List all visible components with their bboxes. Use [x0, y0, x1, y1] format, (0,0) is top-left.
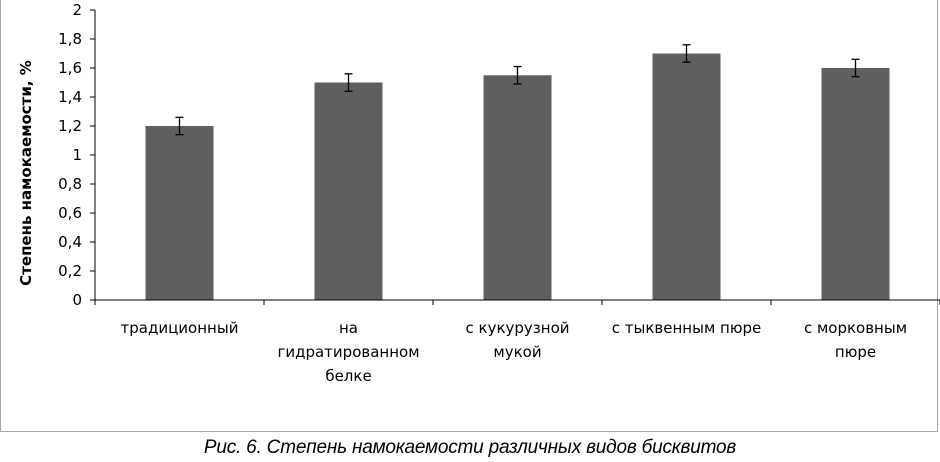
category-label: пюре: [835, 343, 876, 361]
y-tick-label: 1: [72, 146, 82, 164]
y-axis-title: Степень намокаемости, %: [17, 60, 35, 286]
category-label: с тыквенным пюре: [612, 319, 761, 337]
y-tick-label: 0,6: [58, 204, 82, 222]
y-tick-label: 1,2: [58, 117, 82, 135]
y-tick-label: 0,4: [58, 233, 82, 251]
category-label: с морковным: [804, 319, 907, 337]
category-label: гидратированном: [277, 343, 419, 361]
y-axis: 0 0,2 0,4 0,6 0,8 1 1,2 1,4 1,6 1,8 2: [58, 1, 96, 309]
y-tick-label: 1,6: [58, 59, 82, 77]
bar-chart: 0 0,2 0,4 0,6 0,8 1 1,2 1,4 1,6 1,8 2 традиционный…: [17, 1, 940, 385]
category-label: с кукурузной: [466, 319, 570, 337]
bar: [821, 68, 890, 300]
bar: [314, 82, 383, 300]
y-tick-label: 0: [72, 291, 82, 309]
bar: [652, 53, 721, 300]
y-tick-label: 1,8: [58, 30, 82, 48]
error-bars: [175, 44, 860, 136]
y-tick-label: 1,4: [58, 88, 82, 106]
bar: [483, 75, 552, 300]
bars: [145, 53, 890, 300]
x-axis: традиционный на гидратированном белке с куку…: [94, 299, 940, 385]
bar: [145, 126, 214, 300]
y-tick-label: 2: [72, 1, 82, 19]
category-label: белке: [325, 367, 371, 385]
figure-caption: Рис. 6. Степень намокаемости различных в…: [203, 437, 737, 458]
y-tick-label: 0,2: [58, 262, 82, 280]
category-label: мукой: [493, 343, 541, 361]
y-tick-label: 0,8: [58, 175, 82, 193]
chart-frame: [0, 0, 938, 432]
category-label: традиционный: [121, 319, 239, 337]
category-label: на: [339, 319, 358, 337]
